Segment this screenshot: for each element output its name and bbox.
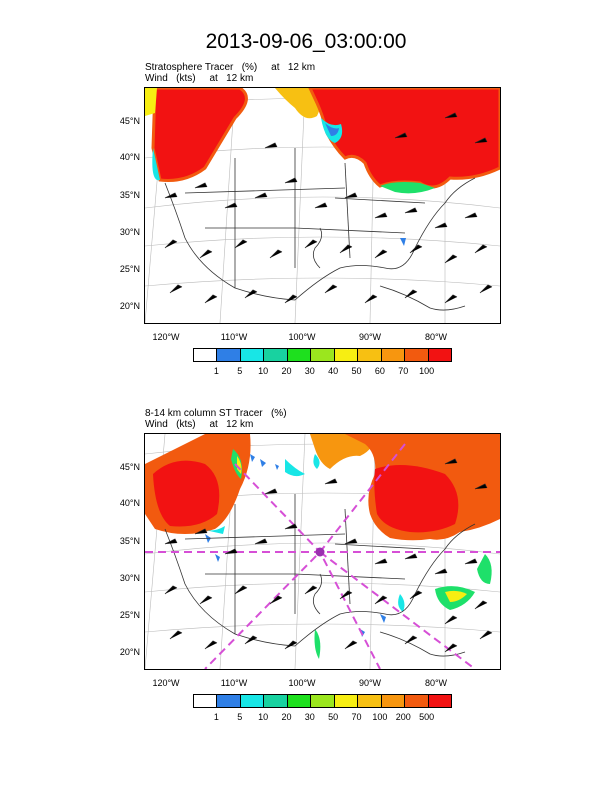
panel1-lat-tick: 40°N (119, 152, 140, 162)
colorbar-label: 1 (213, 712, 219, 722)
colorbar-swatch (428, 349, 451, 361)
colorbar-label: 30 (304, 366, 315, 376)
colorbar-swatch (358, 695, 382, 707)
colorbar-swatch (405, 349, 429, 361)
colorbar-label: 100 (372, 712, 388, 722)
panel2-wind-barbs (164, 458, 493, 653)
panel1-tracer-field (145, 88, 500, 246)
colorbar-label: 200 (395, 712, 411, 722)
panel1-colorbar (193, 348, 452, 362)
colorbar-swatch (264, 349, 288, 361)
panel2-lat-tick: 30°N (119, 573, 140, 583)
colorbar-swatch (264, 695, 288, 707)
colorbar-label: 50 (328, 712, 339, 722)
map-title: 2013-09-06_03:00:00 (205, 30, 407, 53)
colorbar-swatch (217, 349, 241, 361)
colorbar-label: 5 (237, 712, 243, 722)
panel2-lat-tick: 25°N (119, 610, 140, 620)
panel2-label-line1: 8-14 km column ST Tracer (%) (145, 408, 287, 419)
colorbar-swatch (405, 695, 429, 707)
colorbar-label: 500 (419, 712, 435, 722)
colorbar-label: 70 (351, 712, 362, 722)
panel1-lon-tick: 120°W (152, 332, 180, 342)
colorbar-swatch (217, 695, 241, 707)
colorbar-swatch (194, 695, 218, 707)
panel2-borders (164, 494, 476, 657)
panel1-lon-tick: 110°W (220, 332, 248, 342)
colorbar-swatch (381, 695, 406, 707)
colorbar-label: 20 (281, 712, 292, 722)
colorbar-swatch (311, 349, 335, 361)
panel2-lon-tick: 120°W (152, 678, 180, 688)
panel2-lat-tick: 20°N (119, 647, 140, 657)
panel1-lat-tick: 20°N (119, 301, 140, 311)
panel2-map (144, 433, 501, 670)
panel1-lon-tick: 90°W (358, 332, 382, 342)
panel1-lat-tick: 30°N (119, 227, 140, 237)
colorbar-label: 10 (258, 712, 269, 722)
colorbar-label: 50 (351, 366, 362, 376)
colorbar-swatch (287, 349, 312, 361)
panel1-map (144, 87, 501, 324)
panel2-label-line2: Wind (kts) at 12 km (145, 419, 254, 430)
panel2-colorbar (193, 694, 452, 708)
colorbar-label: 5 (237, 366, 243, 376)
panel2-tracer-field (145, 434, 500, 659)
colorbar-swatch (194, 349, 218, 361)
panel2-lon-tick: 110°W (220, 678, 248, 688)
panel2-lon-tick: 90°W (358, 678, 382, 688)
panel1-lon-tick: 80°W (424, 332, 448, 342)
panel2-lat-tick: 35°N (119, 536, 140, 546)
panel1-map-svg (145, 88, 500, 323)
colorbar-label: 30 (304, 712, 315, 722)
colorbar-swatch (334, 349, 359, 361)
colorbar-swatch (240, 349, 265, 361)
panel1-borders (164, 148, 476, 311)
panel1-label-line1: Stratosphere Tracer (%) at 12 km (145, 62, 316, 73)
colorbar-label: 20 (281, 366, 292, 376)
colorbar-label: 10 (258, 366, 269, 376)
colorbar-swatch (358, 349, 382, 361)
colorbar-label: 40 (328, 366, 339, 376)
colorbar-label: 70 (398, 366, 409, 376)
panel2-lon-tick: 80°W (424, 678, 448, 688)
panel1-wind-barbs (164, 112, 493, 304)
panel2-lon-tick: 100°W (288, 678, 316, 688)
colorbar-label: 60 (374, 366, 385, 376)
panel2-lat-tick: 45°N (119, 462, 140, 472)
panel1-lat-tick: 25°N (119, 264, 140, 274)
panel1-lat-tick: 45°N (119, 116, 140, 126)
colorbar-swatch (240, 695, 265, 707)
colorbar-swatch (287, 695, 312, 707)
colorbar-swatch (334, 695, 359, 707)
colorbar-label: 100 (419, 366, 435, 376)
colorbar-swatch (381, 349, 406, 361)
panel1-lon-tick: 100°W (288, 332, 316, 342)
panel2-map-svg (145, 434, 500, 669)
colorbar-swatch (311, 695, 335, 707)
panel2-lat-tick: 40°N (119, 498, 140, 508)
colorbar-swatch (428, 695, 451, 707)
colorbar-label: 1 (213, 366, 219, 376)
panel1-label-line2: Wind (kts) at 12 km (145, 73, 254, 84)
panel1-lat-tick: 35°N (119, 190, 140, 200)
panel2-trajectory-origin (315, 547, 325, 557)
